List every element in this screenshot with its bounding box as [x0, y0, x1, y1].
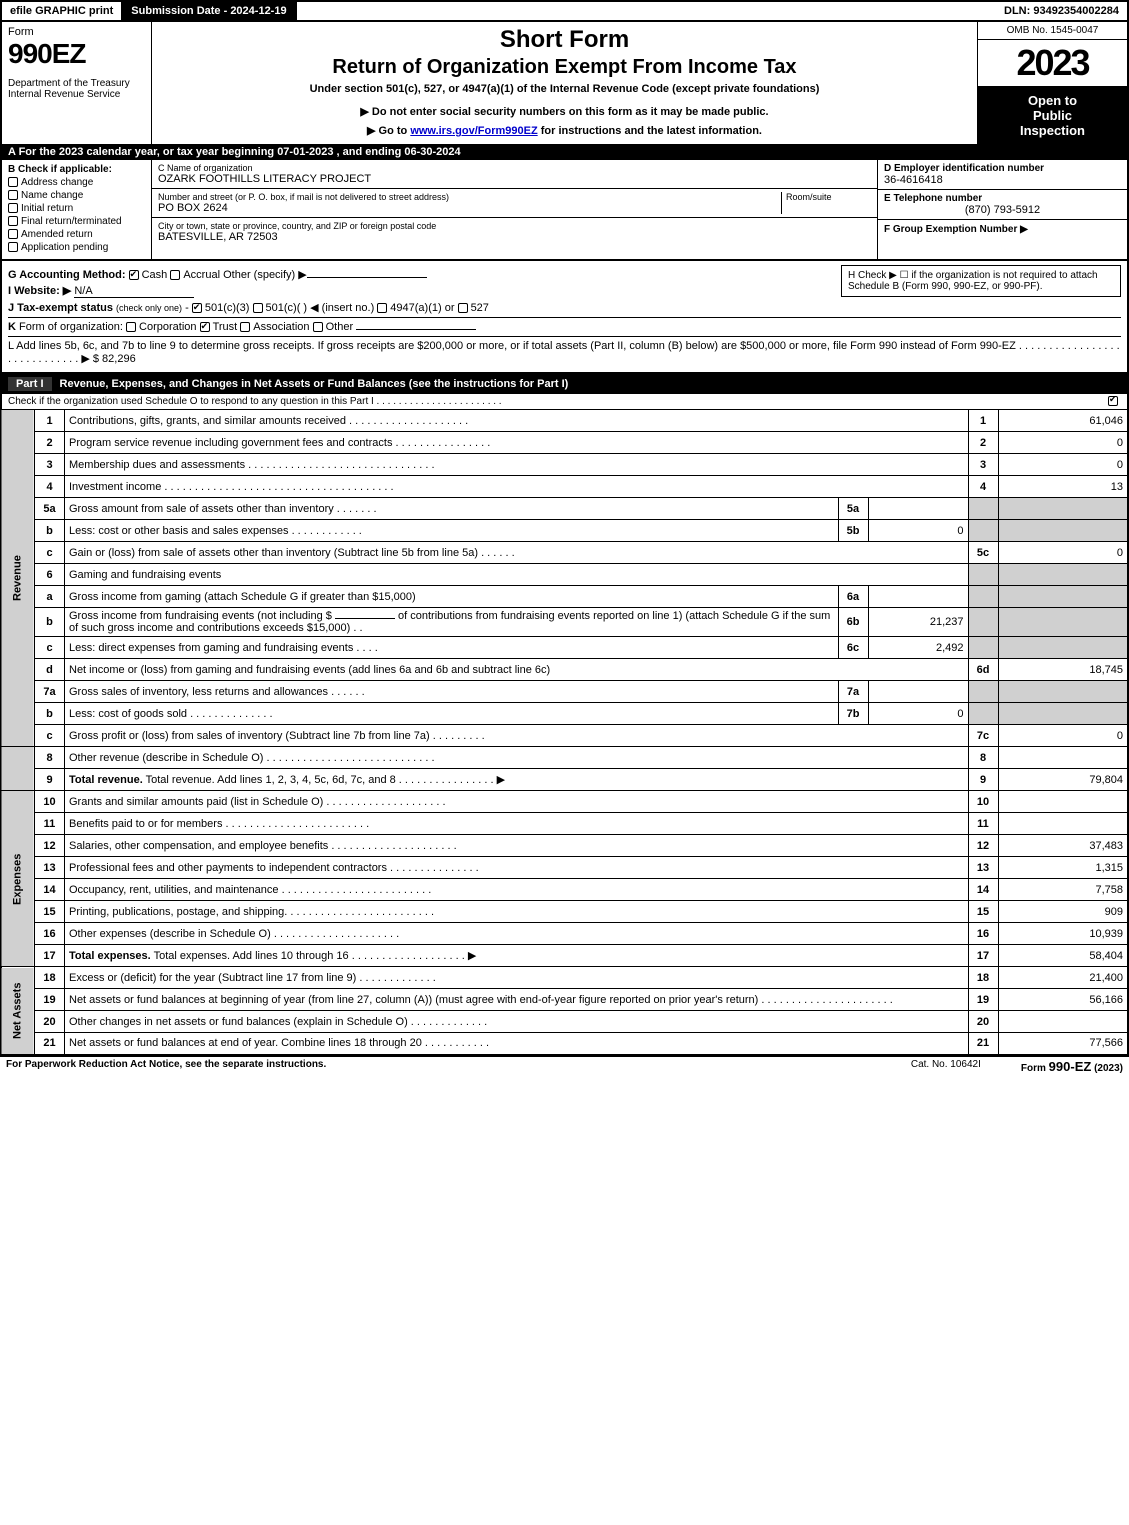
cb-527[interactable]: [458, 303, 468, 313]
street-row: Number and street (or P. O. box, if mail…: [152, 189, 877, 218]
lines-table: Revenue 1 Contributions, gifts, grants, …: [0, 409, 1129, 1056]
cat-number: Cat. No. 10642I: [911, 1059, 981, 1074]
val-1: 61,046: [998, 410, 1128, 432]
street-value: PO BOX 2624: [158, 202, 781, 214]
efile-label[interactable]: efile GRAPHIC print: [2, 2, 123, 20]
cb-4947[interactable]: [377, 303, 387, 313]
line-l-text: L Add lines 5b, 6c, and 7b to line 9 to …: [8, 340, 1120, 365]
part1-check-text: Check if the organization used Schedule …: [8, 396, 1100, 407]
short-form-title: Short Form: [160, 26, 969, 54]
side-revenue: Revenue: [1, 410, 35, 747]
fundraising-amount-input[interactable]: [335, 618, 395, 619]
cb-corp[interactable]: [126, 322, 136, 332]
box-c: C Name of organization OZARK FOOTHILLS L…: [152, 160, 877, 259]
cb-schedule-o[interactable]: [1108, 396, 1118, 406]
phone-label: E Telephone number: [884, 193, 1121, 204]
submission-date: Submission Date - 2024-12-19: [123, 2, 296, 20]
form-number: 990EZ: [8, 38, 145, 70]
line-a: A For the 2023 calendar year, or tax yea…: [0, 144, 1129, 160]
box-h: H Check ▶ ☐ if the organization is not r…: [841, 265, 1121, 297]
part1-header: Part I Revenue, Expenses, and Changes in…: [0, 374, 1129, 394]
box-f: F Group Exemption Number ▶: [878, 220, 1127, 238]
cb-501c3[interactable]: [192, 303, 202, 313]
city-row: City or town, state or province, country…: [152, 218, 877, 246]
department-label: Department of the Treasury Internal Reve…: [8, 78, 145, 100]
desc-1: Contributions, gifts, grants, and simila…: [65, 410, 969, 432]
header-mid: Short Form Return of Organization Exempt…: [152, 22, 977, 144]
header-left: Form 990EZ Department of the Treasury In…: [2, 22, 152, 144]
org-name-label: C Name of organization: [158, 163, 871, 173]
line-l-value: 82,296: [102, 353, 136, 365]
topbar-spacer: [297, 2, 996, 20]
irs-link[interactable]: www.irs.gov/Form990EZ: [410, 125, 537, 137]
accounting-label: G Accounting Method:: [8, 269, 126, 281]
box-b-header: B Check if applicable:: [8, 164, 145, 175]
cb-cash[interactable]: [129, 270, 139, 280]
header-right: OMB No. 1545-0047 2023 Open to Public In…: [977, 22, 1127, 144]
open-line2: Public: [982, 108, 1123, 123]
cb-accrual[interactable]: [170, 270, 180, 280]
top-bar: efile GRAPHIC print Submission Date - 20…: [0, 0, 1129, 22]
cb-final-return[interactable]: Final return/terminated: [8, 216, 145, 227]
open-line3: Inspection: [982, 123, 1123, 138]
instructions-link-line: ▶ Go to www.irs.gov/Form990EZ for instru…: [160, 124, 969, 137]
box-e: E Telephone number (870) 793-5912: [878, 190, 1127, 220]
ein-label: D Employer identification number: [884, 163, 1121, 174]
boxes-def: D Employer identification number 36-4616…: [877, 160, 1127, 259]
room-label: Room/suite: [786, 192, 871, 202]
other-specify-input[interactable]: [307, 277, 427, 278]
website-label: I Website: ▶: [8, 285, 71, 297]
city-value: BATESVILLE, AR 72503: [158, 231, 871, 243]
other-org-input[interactable]: [356, 329, 476, 330]
cb-amended-return[interactable]: Amended return: [8, 229, 145, 240]
website-value: N/A: [74, 285, 194, 298]
part1-tag: Part I: [8, 377, 52, 391]
open-inspection-badge: Open to Public Inspection: [978, 87, 1127, 144]
line-j: J Tax-exempt status (check only one) - 5…: [8, 301, 1121, 314]
cb-assoc[interactable]: [240, 322, 250, 332]
cb-trust[interactable]: [200, 322, 210, 332]
cb-address-change[interactable]: Address change: [8, 177, 145, 188]
open-line1: Open to: [982, 93, 1123, 108]
rn-1: 1: [968, 410, 998, 432]
line-l: L Add lines 5b, 6c, and 7b to line 9 to …: [8, 336, 1121, 365]
street-label: Number and street (or P. O. box, if mail…: [158, 192, 781, 202]
form-subtitle: Under section 501(c), 527, or 4947(a)(1)…: [160, 83, 969, 95]
box-d: D Employer identification number 36-4616…: [878, 160, 1127, 190]
paperwork-notice: For Paperwork Reduction Act Notice, see …: [6, 1059, 871, 1074]
ein-value: 36-4616418: [884, 174, 1121, 186]
group-exemption-label: F Group Exemption Number ▶: [884, 224, 1028, 235]
cb-name-change[interactable]: Name change: [8, 190, 145, 201]
ssn-warning: ▶ Do not enter social security numbers o…: [160, 105, 969, 118]
tax-year: 2023: [978, 40, 1127, 87]
org-name-value: OZARK FOOTHILLS LITERACY PROJECT: [158, 173, 871, 185]
side-netassets: Net Assets: [1, 967, 35, 1055]
form-word: Form: [8, 26, 145, 38]
line-k: K Form of organization: Corporation Trus…: [8, 317, 1121, 333]
part1-check-note: Check if the organization used Schedule …: [0, 394, 1129, 409]
omb-number: OMB No. 1545-0047: [978, 22, 1127, 40]
cb-application-pending[interactable]: Application pending: [8, 242, 145, 253]
section-ghijkl: H Check ▶ ☐ if the organization is not r…: [0, 261, 1129, 374]
city-label: City or town, state or province, country…: [158, 221, 871, 231]
cb-501c[interactable]: [253, 303, 263, 313]
form-title: Return of Organization Exempt From Incom…: [160, 56, 969, 79]
cb-other-org[interactable]: [313, 322, 323, 332]
org-name-row: C Name of organization OZARK FOOTHILLS L…: [152, 160, 877, 189]
section-bcdef: B Check if applicable: Address change Na…: [0, 160, 1129, 261]
form-id-footer: Form 990-EZ (2023): [1021, 1059, 1123, 1074]
dln-label: DLN: 93492354002284: [996, 2, 1127, 20]
form-header: Form 990EZ Department of the Treasury In…: [0, 22, 1129, 144]
part1-title: Revenue, Expenses, and Changes in Net As…: [60, 378, 569, 390]
ln-1: 1: [35, 410, 65, 432]
page-footer: For Paperwork Reduction Act Notice, see …: [0, 1056, 1129, 1076]
box-b: B Check if applicable: Address change Na…: [2, 160, 152, 259]
side-expenses: Expenses: [1, 791, 35, 967]
cb-initial-return[interactable]: Initial return: [8, 203, 145, 214]
phone-value: (870) 793-5912: [884, 204, 1121, 216]
